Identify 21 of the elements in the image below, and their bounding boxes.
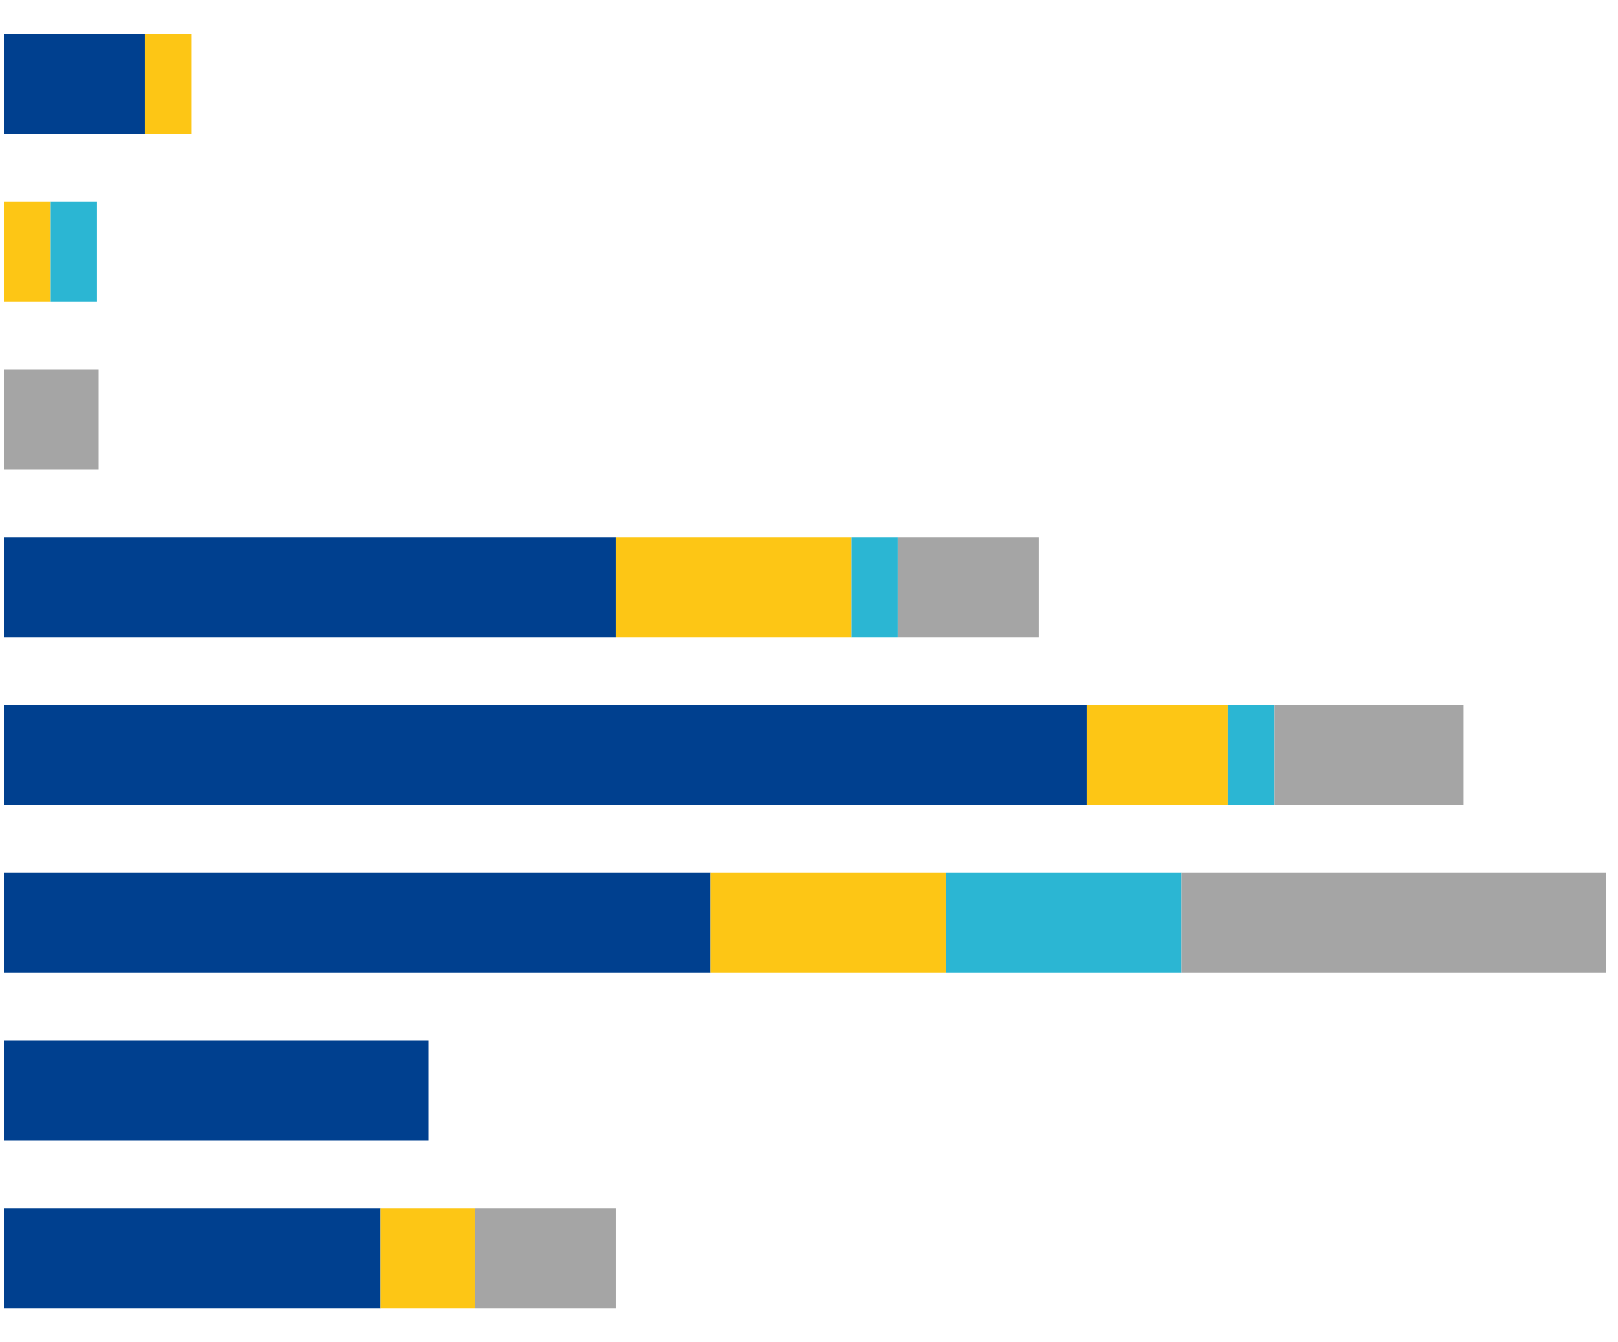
bar: [851, 537, 898, 638]
bar: [1181, 872, 1606, 973]
bar: [50, 201, 97, 302]
bar: [4, 201, 51, 302]
bar: [4, 537, 616, 638]
bar: [4, 369, 99, 470]
bar: [4, 705, 1087, 805]
bar: [1227, 705, 1275, 805]
bar: [144, 34, 192, 134]
bar: [4, 1208, 381, 1309]
bar: [4, 872, 711, 973]
bar: [380, 1208, 475, 1309]
bar: [1274, 705, 1464, 805]
bar: [615, 537, 852, 638]
bar: [1086, 705, 1228, 805]
bar: [897, 537, 1039, 638]
bar: [4, 34, 145, 134]
bar: [945, 872, 1182, 973]
bar: [474, 1208, 616, 1309]
bar: [4, 1040, 429, 1141]
bar: [710, 872, 946, 973]
